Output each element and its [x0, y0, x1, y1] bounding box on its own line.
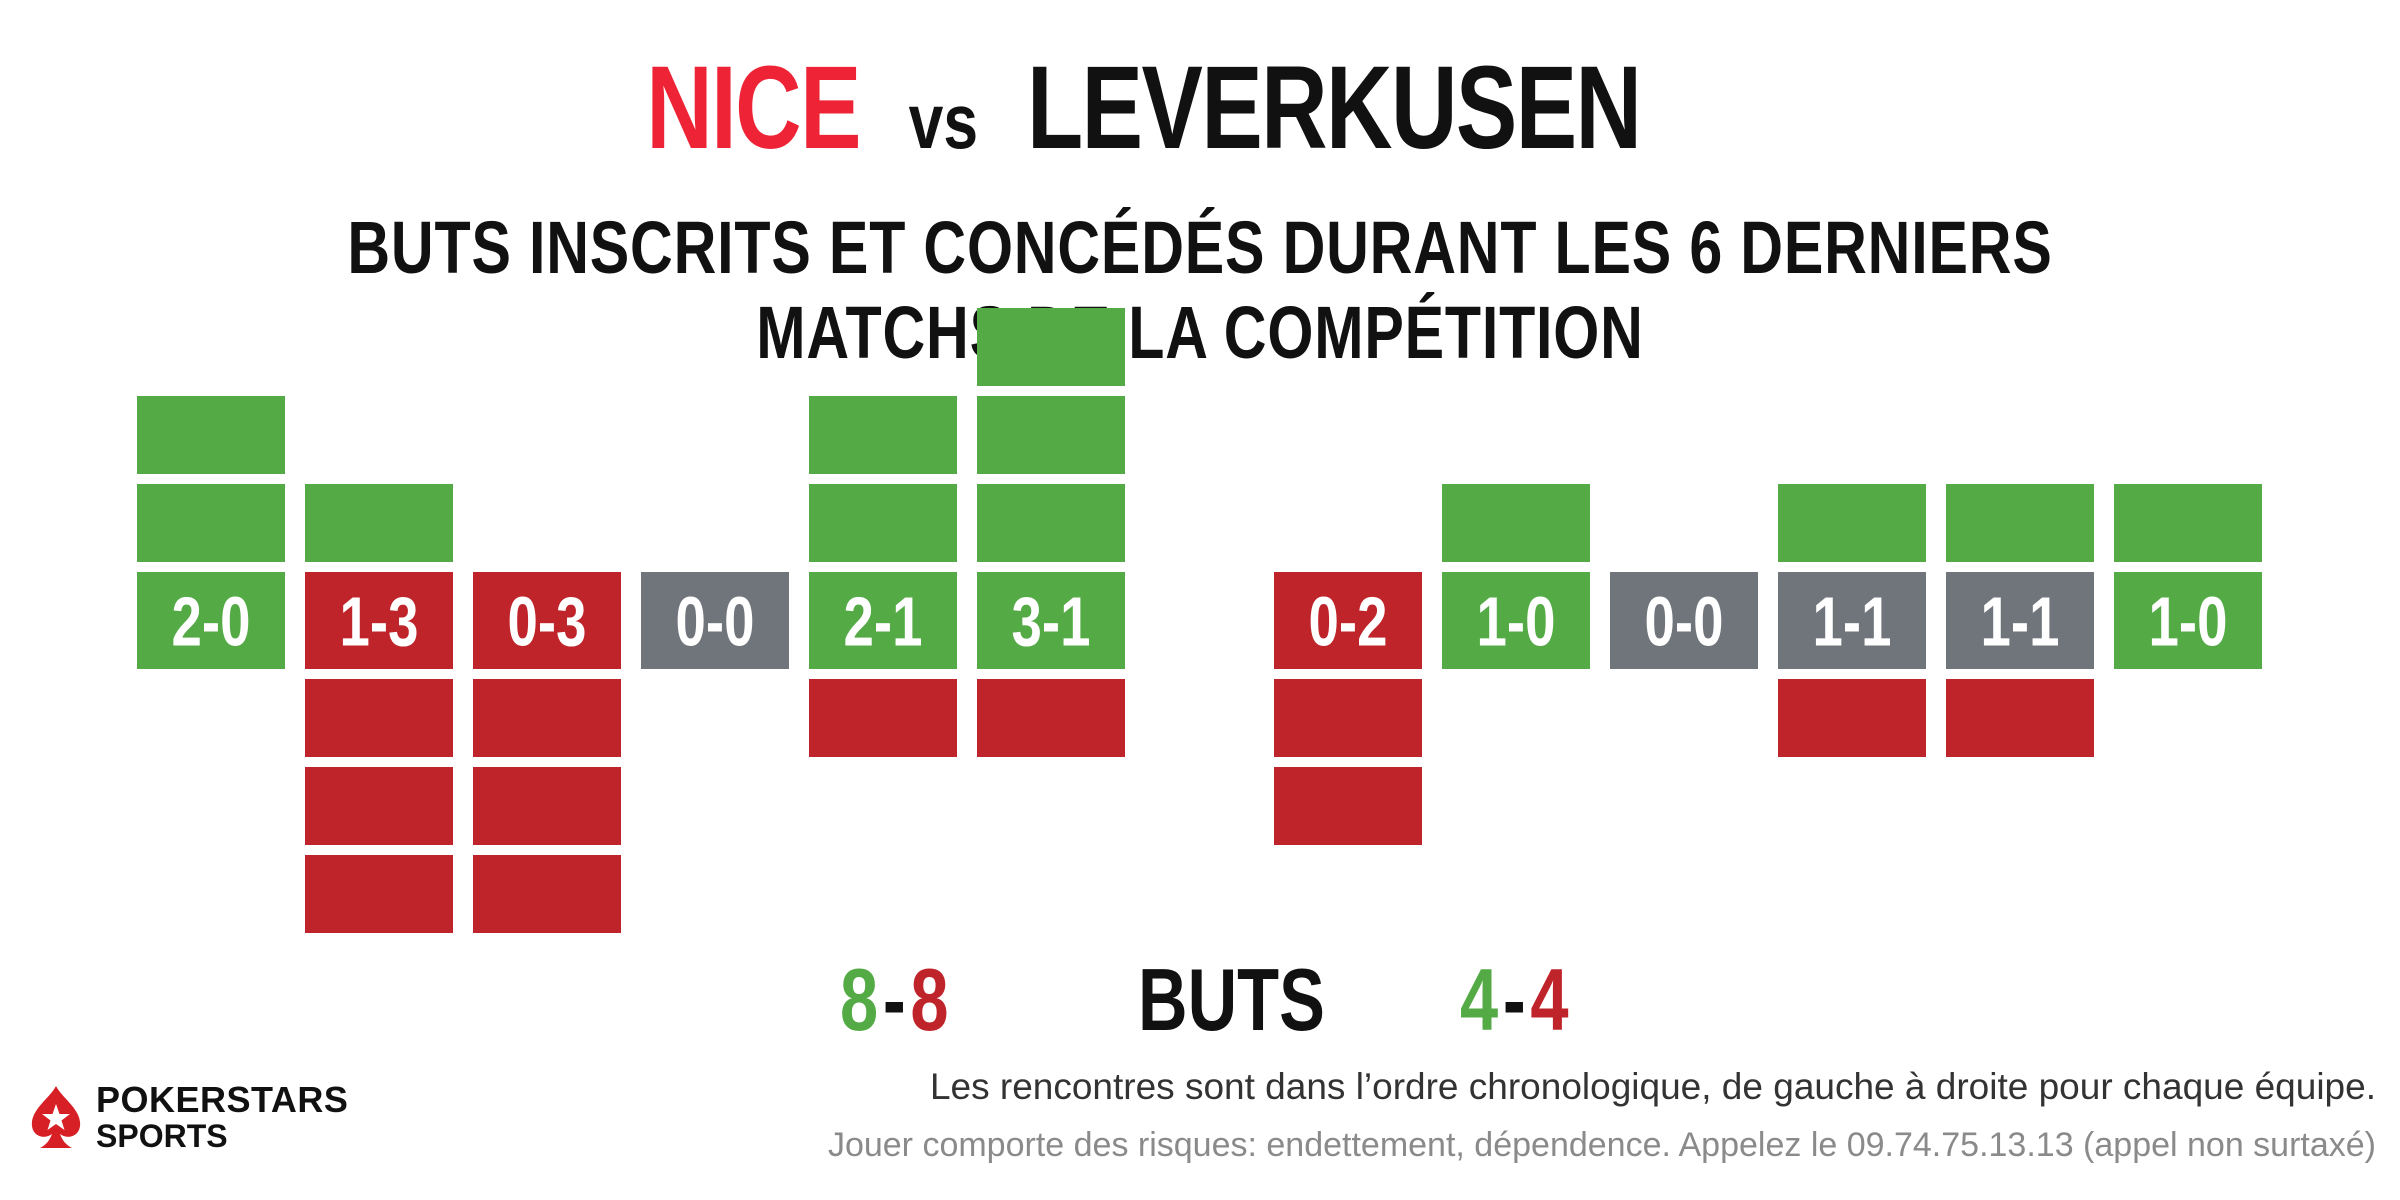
team-b-total-scored: 4	[1460, 950, 1499, 1049]
score-label: 1-1	[1813, 583, 1892, 661]
team-a-total-dash: -	[882, 950, 906, 1049]
logo-line-1: POKERSTARS	[96, 1079, 349, 1120]
goal-scored-block	[809, 484, 957, 562]
vs-label: vs	[909, 77, 979, 165]
goal-conceded-block	[977, 679, 1125, 757]
goal-scored-block	[809, 396, 957, 474]
team-a-total-scored: 8	[840, 950, 879, 1049]
score-block	[473, 572, 621, 669]
score-block	[1610, 572, 1758, 669]
team-b-total-dash: -	[1502, 950, 1526, 1049]
team-a-total-conceded: 8	[910, 950, 949, 1049]
score-block	[977, 572, 1125, 669]
goal-scored-block	[977, 308, 1125, 386]
goal-conceded-block	[305, 767, 453, 845]
score-block	[137, 572, 285, 669]
goal-scored-block	[977, 484, 1125, 562]
goal-scored-block	[1442, 484, 1590, 562]
chronology-note: Les rencontres sont dans l’ordre chronol…	[929, 1066, 2376, 1107]
team-b-totals: 4-4	[1460, 945, 1569, 1055]
totals-label: BUTS	[1138, 950, 1325, 1049]
score-block	[305, 572, 453, 669]
goal-scored-block	[977, 396, 1125, 474]
goal-scored-block	[305, 484, 453, 562]
score-label: 2-0	[172, 583, 251, 661]
gambling-disclaimer: Jouer comporte des risques: endettement,…	[827, 1126, 2376, 1164]
goal-conceded-block	[473, 767, 621, 845]
team-a-name: NICE	[646, 42, 862, 174]
spade-star-icon	[31, 1086, 81, 1148]
score-label: 0-3	[508, 583, 587, 661]
score-label: 1-3	[340, 583, 419, 661]
totals-row: 8-8 BUTS 4-4	[0, 945, 2400, 1055]
goal-conceded-block	[1778, 679, 1926, 757]
score-block	[641, 572, 789, 669]
score-block	[1442, 572, 1590, 669]
score-block	[809, 572, 957, 669]
goal-conceded-block	[1274, 679, 1422, 757]
score-label: 1-1	[1981, 583, 2060, 661]
team-a-totals: 8-8	[840, 945, 949, 1055]
logo-line-2: SPORTS	[96, 1118, 228, 1154]
goal-scored-block	[137, 396, 285, 474]
goal-conceded-block	[473, 679, 621, 757]
match-header: NICE vs LEVERKUSEN	[0, 40, 2400, 176]
goal-conceded-block	[305, 855, 453, 933]
score-block	[2114, 572, 2262, 669]
chart-title: BUTS INSCRITS ET CONCÉDÉS DURANT LES 6 D…	[347, 206, 2053, 374]
goal-scored-block	[1946, 484, 2094, 562]
goal-scored-block	[137, 484, 285, 562]
score-block	[1946, 572, 2094, 669]
score-block	[1778, 572, 1926, 669]
score-label: 0-2	[1309, 583, 1388, 661]
goal-conceded-block	[809, 679, 957, 757]
goal-conceded-block	[305, 679, 453, 757]
pokerstars-logo: POKERSTARS SPORTS	[28, 1082, 348, 1152]
goal-conceded-block	[1274, 767, 1422, 845]
score-label: 1-0	[2149, 583, 2228, 661]
score-label: 1-0	[1477, 583, 1556, 661]
goal-conceded-block	[1946, 679, 2094, 757]
score-label: 0-0	[676, 583, 755, 661]
score-block	[1274, 572, 1422, 669]
score-label: 3-1	[1012, 583, 1091, 661]
goal-scored-block	[2114, 484, 2262, 562]
goal-conceded-block	[473, 855, 621, 933]
team-b-name: LEVERKUSEN	[1027, 42, 1642, 174]
score-label: 0-0	[1645, 583, 1724, 661]
goal-scored-block	[1778, 484, 1926, 562]
team-b-total-conceded: 4	[1530, 950, 1569, 1049]
score-label: 2-1	[844, 583, 923, 661]
